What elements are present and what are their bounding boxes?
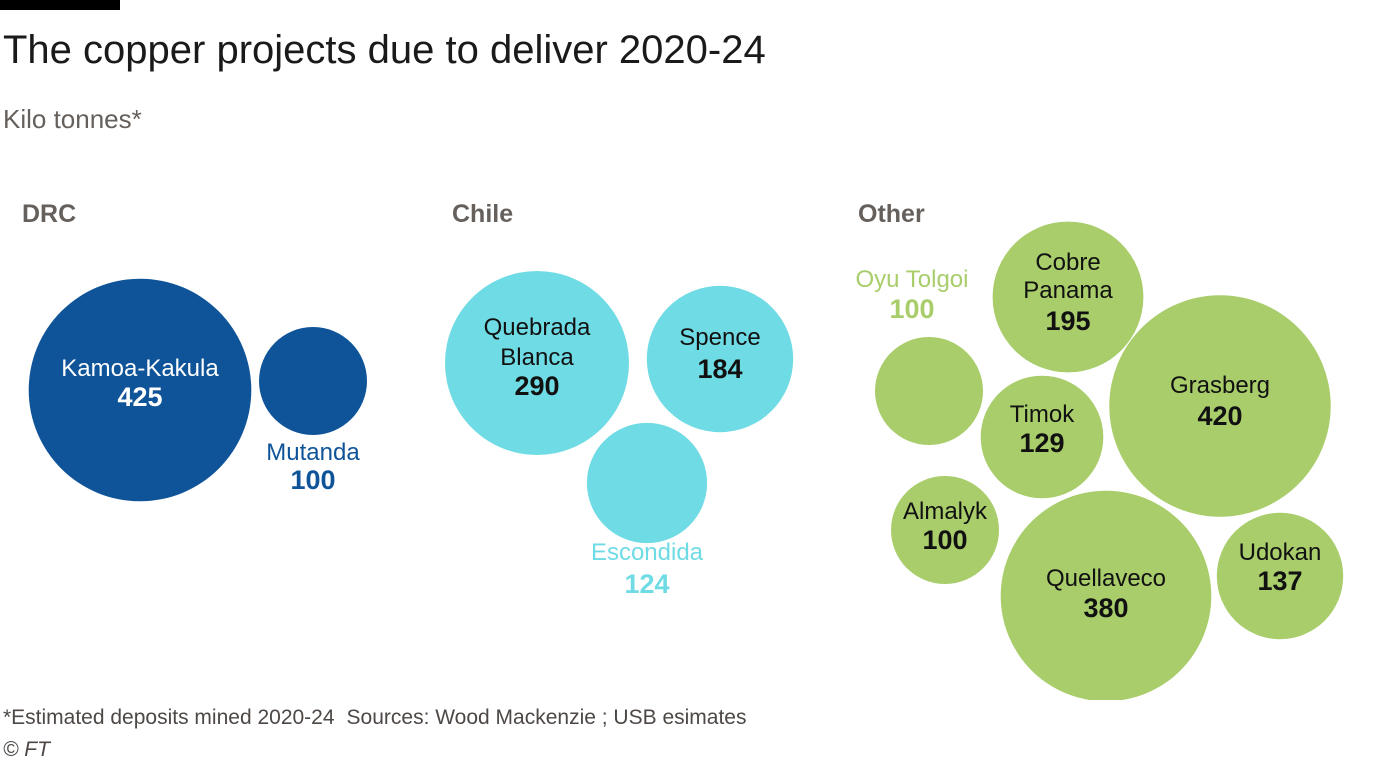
bubble-label-mutanda: Mutanda bbox=[266, 439, 360, 466]
bubble-quellaveco bbox=[1000, 490, 1212, 700]
group-label-other: Other bbox=[858, 200, 925, 228]
bubble-value-oyu-tolgoi: 100 bbox=[889, 294, 934, 324]
chart-subtitle: Kilo tonnes* bbox=[3, 104, 142, 134]
accent-bar bbox=[0, 0, 120, 10]
bubble-value-quellaveco: 380 bbox=[1083, 593, 1128, 623]
bubble-almalyk bbox=[891, 476, 999, 584]
bubble-label-quellaveco: Quellaveco bbox=[1046, 565, 1166, 592]
bubble-label-quebrada-blanca-2: Blanca bbox=[500, 344, 574, 371]
bubble-mutanda bbox=[259, 327, 367, 435]
chart-title: The copper projects due to deliver 2020-… bbox=[3, 28, 766, 72]
bubble-value-udokan: 137 bbox=[1257, 566, 1302, 596]
bubble-udokan bbox=[1216, 512, 1344, 640]
group-label-chile: Chile bbox=[452, 200, 513, 228]
bubble-kamoa-kakula bbox=[28, 278, 252, 502]
bubble-label-spence: Spence bbox=[679, 324, 760, 351]
group-label-drc: DRC bbox=[22, 200, 76, 228]
bubble-label-cobre-panama-1: Cobre bbox=[1035, 249, 1100, 276]
footnote: *Estimated deposits mined 2020-24 Sources… bbox=[3, 706, 746, 730]
bubble-value-grasberg: 420 bbox=[1197, 401, 1242, 431]
bubble-chart: DRCKamoa-Kakula425Mutanda100ChileQuebrad… bbox=[22, 200, 1344, 700]
bubble-label-quebrada-blanca-1: Quebrada bbox=[484, 314, 591, 341]
bubble-label-timok: Timok bbox=[1010, 401, 1075, 428]
footnote-text: *Estimated deposits mined 2020-24 bbox=[3, 706, 335, 729]
bubble-grasberg bbox=[1109, 295, 1331, 517]
bubble-spence bbox=[646, 285, 794, 433]
copyright: © FT bbox=[3, 738, 50, 761]
bubble-quebrada-blanca bbox=[445, 271, 629, 455]
bubble-oyu-tolgoi bbox=[875, 337, 983, 445]
bubble-label-oyu-tolgoi: Oyu Tolgoi bbox=[856, 266, 969, 293]
bubble-value-almalyk: 100 bbox=[922, 525, 967, 555]
sources-text: Sources: Wood Mackenzie ; USB esimates bbox=[346, 706, 747, 729]
bubble-label-kamoa-kakula: Kamoa-Kakula bbox=[61, 355, 219, 382]
bubble-label-udokan: Udokan bbox=[1239, 539, 1322, 566]
bubble-cobre-panama bbox=[992, 221, 1144, 373]
bubble-timok bbox=[980, 375, 1104, 499]
bubble-value-escondida: 124 bbox=[624, 569, 669, 599]
bubble-value-spence: 184 bbox=[697, 354, 742, 384]
bubble-value-kamoa-kakula: 425 bbox=[117, 382, 162, 412]
bubble-value-timok: 129 bbox=[1019, 428, 1064, 458]
bubble-value-quebrada-blanca: 290 bbox=[514, 371, 559, 401]
bubble-escondida bbox=[586, 422, 708, 544]
bubble-label-almalyk: Almalyk bbox=[903, 498, 988, 525]
bubble-label-grasberg: Grasberg bbox=[1170, 372, 1270, 399]
bubble-label-cobre-panama-2: Panama bbox=[1023, 277, 1113, 304]
bubble-value-cobre-panama: 195 bbox=[1045, 306, 1090, 336]
bubble-value-mutanda: 100 bbox=[290, 465, 335, 495]
bubble-label-escondida: Escondida bbox=[591, 539, 704, 566]
